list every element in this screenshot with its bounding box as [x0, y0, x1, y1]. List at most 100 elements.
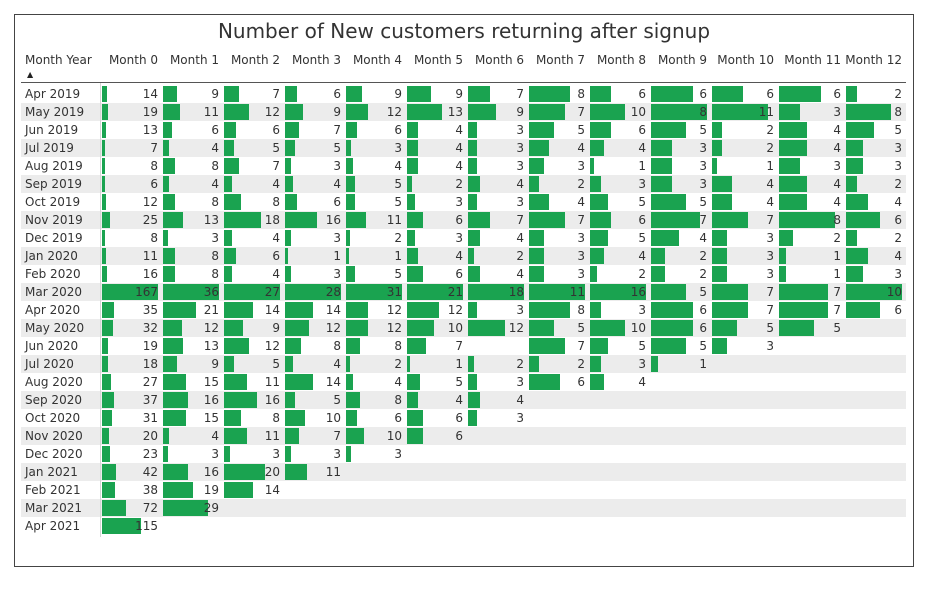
cell-value: 12: [386, 105, 402, 119]
column-header-month-11[interactable]: Month 11: [784, 53, 841, 67]
data-bar: [224, 338, 249, 354]
row-label: Feb 2020: [25, 267, 81, 281]
data-bar: [285, 122, 299, 138]
cell-value: 12: [508, 321, 524, 335]
data-bar: [224, 140, 234, 156]
data-cell: 1: [711, 157, 778, 175]
data-bar: [779, 104, 800, 120]
column-header-month-12[interactable]: Month 12: [845, 53, 902, 67]
data-cell: 7: [711, 211, 778, 229]
cell-value: 3: [333, 267, 341, 281]
cell-value: 5: [638, 195, 646, 209]
data-bar: [285, 464, 307, 480]
cell-value: 4: [455, 141, 463, 155]
sort-ascending-icon[interactable]: ▲: [27, 70, 34, 79]
data-cell: 4: [406, 247, 467, 265]
cell-value: 15: [203, 375, 219, 389]
column-header-month-year[interactable]: Month Year: [25, 53, 92, 67]
cell-value: 8: [577, 303, 585, 317]
data-bar: [712, 320, 737, 336]
data-bar: [102, 464, 116, 480]
column-header-month-10[interactable]: Month 10: [717, 53, 774, 67]
data-cell: 3: [711, 265, 778, 283]
data-cell: 11: [345, 211, 406, 229]
column-header-month-5[interactable]: Month 5: [413, 53, 463, 67]
data-cell: 4: [467, 229, 528, 247]
cell-value: 7: [455, 339, 463, 353]
cell-value: 11: [264, 429, 280, 443]
data-cell: 5: [528, 319, 589, 337]
column-header-month-2[interactable]: Month 2: [230, 53, 280, 67]
data-bar: [529, 140, 549, 156]
data-cell: 1: [345, 247, 406, 265]
data-bar: [468, 104, 496, 120]
data-bar: [224, 392, 257, 408]
data-bar: [163, 500, 208, 516]
cell-value: 18: [264, 213, 280, 227]
data-cell: 3: [467, 157, 528, 175]
data-bar: [102, 194, 106, 210]
cell-value: 3: [894, 141, 902, 155]
data-cell: 4: [162, 175, 223, 193]
cell-value: 4: [833, 177, 841, 191]
data-cell: 10: [845, 283, 906, 301]
data-bar: [102, 428, 109, 444]
data-bar: [590, 194, 608, 210]
data-bar: [407, 176, 412, 192]
cell-value: 5: [766, 321, 774, 335]
data-cell: 4: [467, 265, 528, 283]
data-bar: [779, 122, 807, 138]
data-cell: 7: [650, 211, 711, 229]
data-cell: 20: [101, 427, 162, 445]
data-cell: 3: [589, 355, 650, 373]
column-header-month-1[interactable]: Month 1: [169, 53, 219, 67]
cell-value: 11: [203, 105, 219, 119]
column-header-month-3[interactable]: Month 3: [291, 53, 341, 67]
data-bar: [224, 158, 239, 174]
cell-value: 4: [272, 231, 280, 245]
data-cell: 18: [101, 355, 162, 373]
cell-value: 18: [508, 285, 524, 299]
data-cell: 5: [223, 139, 284, 157]
data-bar: [651, 104, 707, 120]
data-cell: 19: [162, 481, 223, 499]
cell-value: 21: [203, 303, 219, 317]
column-header-month-6[interactable]: Month 6: [474, 53, 524, 67]
data-cell: 9: [284, 103, 345, 121]
data-bar: [224, 482, 253, 498]
cell-value: 5: [699, 339, 707, 353]
data-cell: 31: [345, 283, 406, 301]
data-cell: 1: [778, 247, 845, 265]
data-cell: 11: [223, 427, 284, 445]
data-cell: 8: [528, 301, 589, 319]
data-bar: [468, 320, 505, 336]
cell-value: 5: [894, 123, 902, 137]
data-cell: 15: [162, 373, 223, 391]
data-cell: 4: [845, 247, 906, 265]
data-cell: 3: [650, 157, 711, 175]
column-header-month-4[interactable]: Month 4: [352, 53, 402, 67]
column-header-month-8[interactable]: Month 8: [596, 53, 646, 67]
column-header-month-9[interactable]: Month 9: [657, 53, 707, 67]
data-cell: 18: [223, 211, 284, 229]
column-header-month-7[interactable]: Month 7: [535, 53, 585, 67]
cell-value: 6: [833, 87, 841, 101]
column-header-month-0[interactable]: Month 0: [108, 53, 158, 67]
data-bar: [590, 230, 608, 246]
cell-value: 2: [394, 357, 402, 371]
matrix-visual: Number of New customers returning after …: [14, 14, 914, 567]
cell-value: 14: [264, 303, 280, 317]
data-cell: 7: [284, 121, 345, 139]
cell-value: 3: [766, 267, 774, 281]
data-bar: [712, 248, 727, 264]
data-cell: 5: [650, 121, 711, 139]
cell-value: 42: [142, 465, 158, 479]
cell-value: 35: [142, 303, 158, 317]
data-bar: [468, 302, 477, 318]
data-cell: 2: [778, 229, 845, 247]
cell-value: 4: [455, 159, 463, 173]
row-label: Sep 2020: [25, 393, 82, 407]
row-label: Oct 2020: [25, 411, 81, 425]
data-bar: [529, 176, 539, 192]
data-cell: 4: [345, 373, 406, 391]
